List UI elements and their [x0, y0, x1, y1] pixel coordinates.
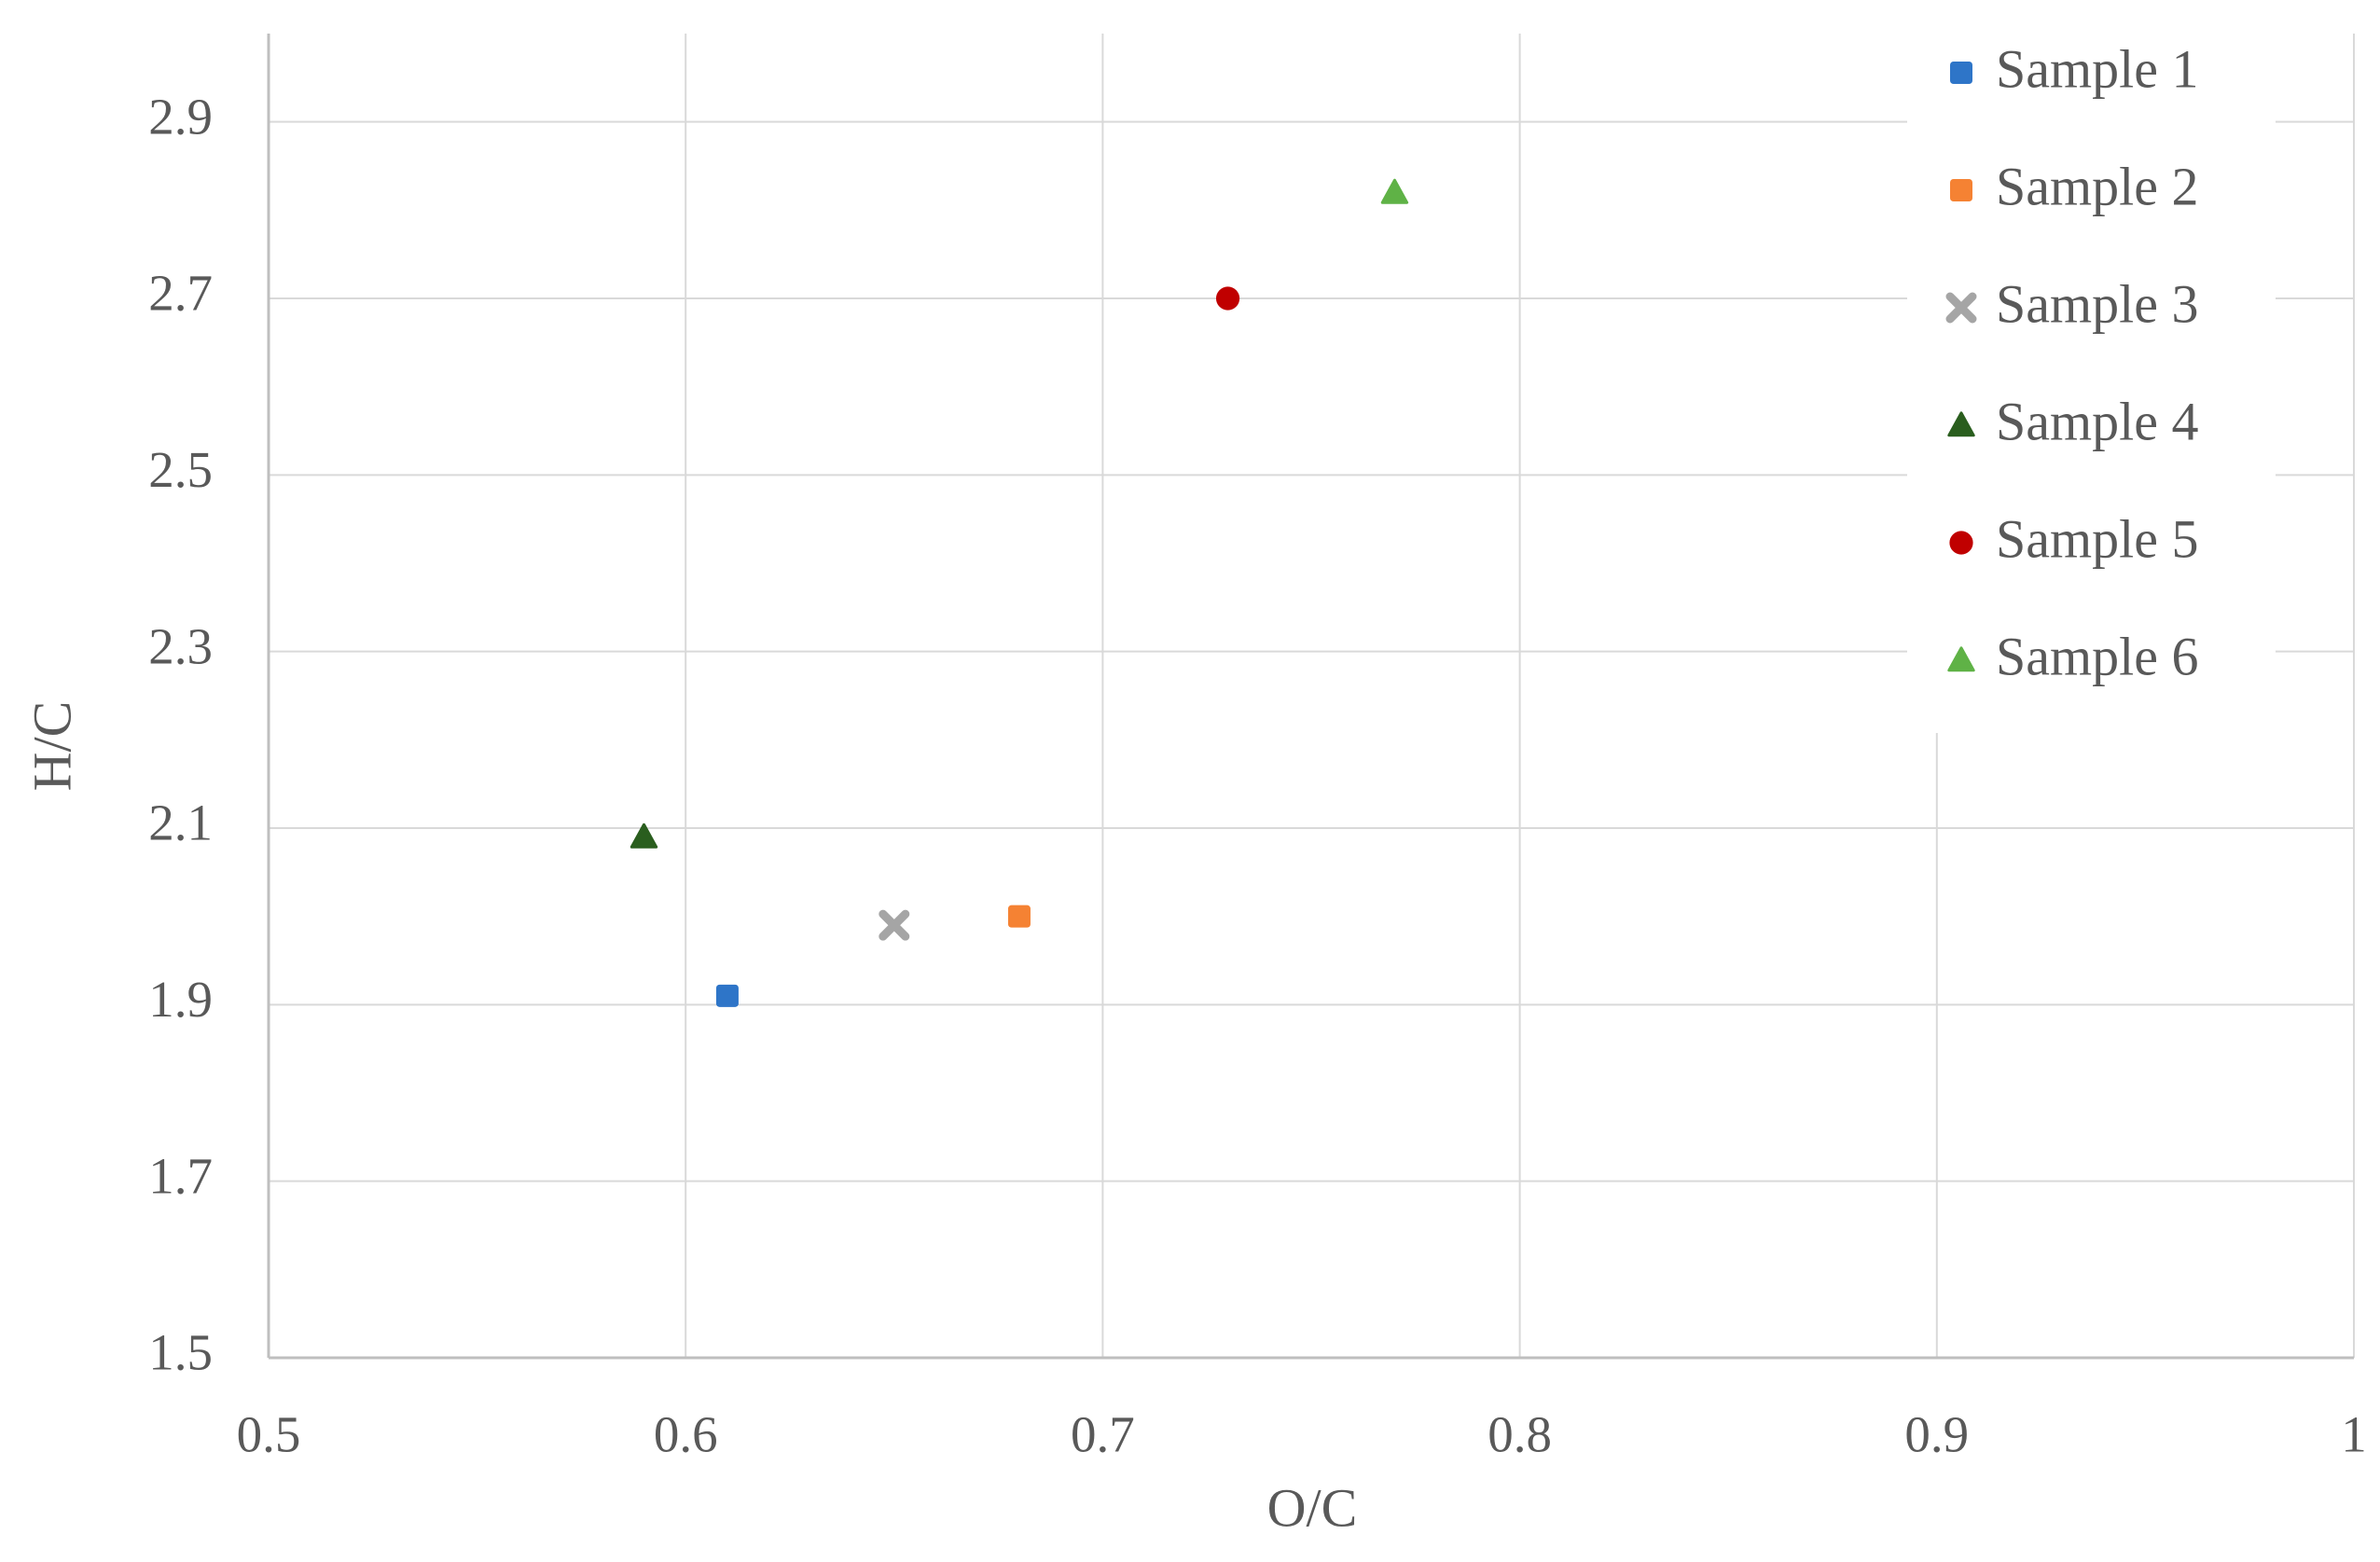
legend-marker — [1947, 411, 1975, 437]
legend-marker — [1947, 646, 1975, 672]
y-tick-label: 2.1 — [148, 795, 213, 851]
x-tick-label: 0.7 — [1071, 1406, 1135, 1463]
x-tick-label: 0.5 — [237, 1406, 301, 1463]
y-axis-title: H/C — [21, 701, 82, 792]
legend-text: Sample 1 — [1996, 38, 2198, 99]
y-tick-label: 2.7 — [148, 265, 213, 322]
legend: Sample 1 Sample 2 Sample 3 Sample 4 Sample 5… — [1907, 9, 2276, 733]
x-tick-label: 0.6 — [654, 1406, 718, 1463]
y-tick-label: 2.3 — [148, 617, 213, 674]
x-tick-label: 1 — [2341, 1406, 2367, 1463]
data-point — [1380, 178, 1409, 204]
data-point — [879, 909, 910, 941]
legend-marker — [1949, 531, 1973, 555]
legend-text: Sample 5 — [1996, 508, 2198, 569]
x-tick-label: 0.9 — [1904, 1406, 1969, 1463]
legend-marker — [1950, 179, 1972, 201]
y-tick-label: 1.5 — [148, 1324, 213, 1381]
y-tick-label: 1.9 — [148, 971, 213, 1028]
x-tick-label: 0.8 — [1488, 1406, 1552, 1463]
data-point — [715, 984, 739, 1007]
x-axis-title: O/C — [1267, 1477, 1358, 1538]
data-point — [1007, 905, 1031, 928]
legend-text: Sample 6 — [1996, 626, 2198, 686]
y-tick-label: 2.5 — [148, 441, 213, 498]
data-point — [630, 822, 658, 849]
y-tick-label: 2.9 — [148, 88, 213, 145]
legend-text: Sample 3 — [1996, 273, 2198, 334]
legend-box — [1907, 9, 2276, 733]
legend-text: Sample 2 — [1996, 156, 2198, 216]
data-point — [1215, 286, 1240, 311]
legend-marker — [1950, 62, 1972, 84]
legend-marker — [1945, 292, 1977, 324]
y-tick-label: 1.7 — [148, 1147, 213, 1204]
legend-text: Sample 4 — [1996, 391, 2198, 451]
